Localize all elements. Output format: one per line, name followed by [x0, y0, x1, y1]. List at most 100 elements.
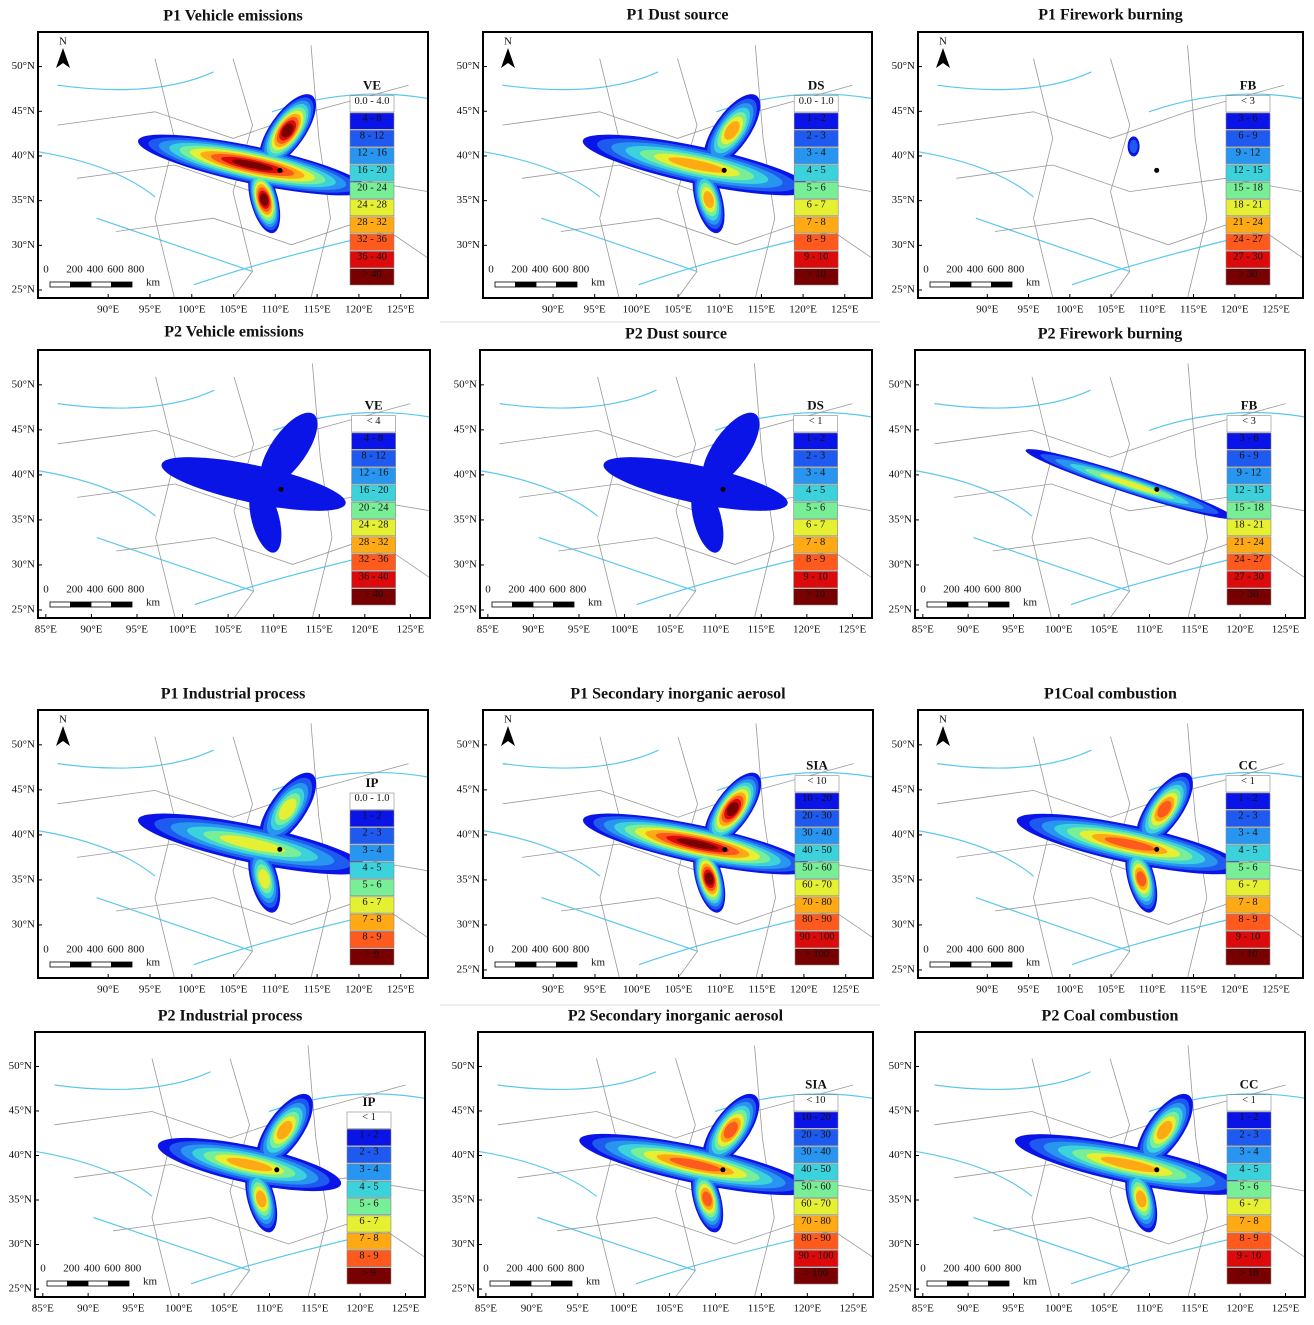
legend-label: 5 - 6 — [807, 182, 826, 193]
scale-unit: km — [1026, 277, 1041, 289]
legend-label: 7 - 8 — [1239, 1216, 1258, 1227]
lat-tick-label: 40°N — [12, 149, 35, 161]
legend-label: 2 - 3 — [362, 828, 381, 839]
plume — [703, 191, 714, 209]
lon-tick-label: 100°E — [178, 304, 206, 316]
legend-swatch — [1225, 809, 1271, 827]
legend-title: CC — [1240, 1077, 1259, 1092]
border — [677, 736, 698, 978]
lat-tick-label: 45°N — [889, 423, 912, 435]
panel-title: P2 Secondary inorganic aerosol — [568, 1008, 784, 1025]
legend-swatch — [1226, 432, 1272, 450]
map-area — [35, 1045, 425, 1297]
legend-swatch — [793, 1129, 839, 1146]
lon-tick-label: 110°E — [260, 624, 287, 636]
lon-tick-label: 90°E — [542, 304, 564, 316]
scale-label: 800 — [1005, 584, 1022, 596]
legend-label: 32 - 36 — [359, 554, 389, 565]
scale-label: 800 — [568, 1263, 585, 1275]
plume — [724, 121, 740, 140]
legend-swatch — [351, 415, 396, 433]
lon-tick-label: 115°E — [306, 624, 333, 636]
scale-label: 0 — [485, 584, 491, 596]
legend-swatch — [346, 1232, 392, 1250]
legend-label: 0.0 - 1.0 — [799, 96, 834, 107]
legend-swatch — [346, 1111, 392, 1129]
border — [934, 1084, 1286, 1139]
legend-label: > 10 — [807, 269, 826, 280]
site-marker — [278, 486, 284, 492]
legend-swatch — [349, 896, 395, 914]
river — [483, 151, 601, 198]
legend-label: > 40 — [364, 589, 383, 600]
legend-label: 9 - 10 — [1236, 931, 1261, 942]
border — [937, 84, 1284, 139]
lat-tick-label: 35°N — [452, 1194, 475, 1206]
legend-label: < 1 — [809, 416, 823, 427]
legend-title: IP — [363, 1094, 376, 1109]
panel-title: P1 Industrial process — [161, 686, 306, 703]
legend-swatch — [349, 792, 395, 810]
plume — [668, 157, 726, 173]
plume — [276, 1120, 293, 1140]
plume — [702, 412, 760, 486]
lon-tick-label: 90°E — [976, 304, 998, 316]
panel-title: P2 Firework burning — [1038, 326, 1183, 343]
scale-label: 0 — [920, 1263, 926, 1275]
map-frame — [917, 709, 1304, 979]
lon-tick-label: 125°E — [839, 624, 867, 636]
lon-tick-label: 105°E — [1090, 1303, 1118, 1315]
panel-title: P1 Dust source — [627, 7, 729, 24]
plume — [1136, 871, 1147, 887]
river — [499, 389, 657, 409]
north-arrow — [501, 48, 515, 68]
legend-label: 36 - 40 — [357, 251, 387, 262]
border — [57, 763, 409, 818]
lon-tick-label: 90°E — [77, 1303, 99, 1315]
border — [934, 403, 1286, 458]
legend-label: 2 - 3 — [807, 130, 826, 141]
lon-tick-label: 125°E — [387, 304, 415, 316]
plume — [1100, 1156, 1159, 1173]
scale-segment — [87, 1280, 109, 1287]
lat-tick-label: 45°N — [454, 423, 477, 435]
legend-label: 4 - 5 — [359, 1181, 378, 1192]
legend-swatch — [349, 931, 395, 949]
legend-swatch — [1226, 1198, 1272, 1216]
river — [480, 470, 598, 517]
lat-tick-label: 40°N — [892, 149, 915, 161]
scale-segment — [111, 961, 133, 968]
legend-label: 3 - 6 — [1238, 113, 1257, 124]
river — [541, 897, 698, 952]
lon-tick-label: 120°E — [789, 304, 817, 316]
scale-segment — [556, 281, 578, 288]
lat-tick-label: 45°N — [12, 423, 35, 435]
legend-label: 8 - 9 — [1239, 1233, 1258, 1244]
legend-label: 8 - 12 — [361, 450, 386, 461]
border — [675, 376, 697, 618]
legend-swatch — [1225, 216, 1271, 234]
legend-label: 4 - 5 — [806, 485, 825, 496]
legend-label: < 4 — [367, 416, 382, 427]
legend-label: < 1 — [1241, 776, 1255, 787]
lon-tick-label: 115°E — [304, 984, 331, 996]
border — [497, 1084, 854, 1139]
north-label: N — [939, 36, 947, 48]
legend-label: 20 - 24 — [357, 182, 387, 193]
legend-label: > 9 — [362, 1268, 376, 1279]
legend-label: 20 - 24 — [359, 502, 389, 513]
lat-tick-label: 30°N — [457, 918, 480, 930]
river — [502, 71, 659, 91]
scale-label: 200 — [66, 584, 83, 596]
legend-label: 28 - 32 — [359, 537, 389, 548]
lon-tick-label: 120°E — [1226, 624, 1254, 636]
lat-tick-label: 25°N — [457, 963, 480, 975]
border — [155, 376, 176, 618]
legend-label: 12 - 16 — [357, 148, 387, 159]
lon-tick-label: 85°E — [32, 1303, 54, 1315]
legend-label: 8 - 9 — [362, 931, 381, 942]
lat-tick-label: 25°N — [454, 603, 477, 615]
lat-tick-label: 35°N — [892, 873, 915, 885]
scale-segment — [967, 1280, 989, 1287]
river — [57, 749, 214, 769]
